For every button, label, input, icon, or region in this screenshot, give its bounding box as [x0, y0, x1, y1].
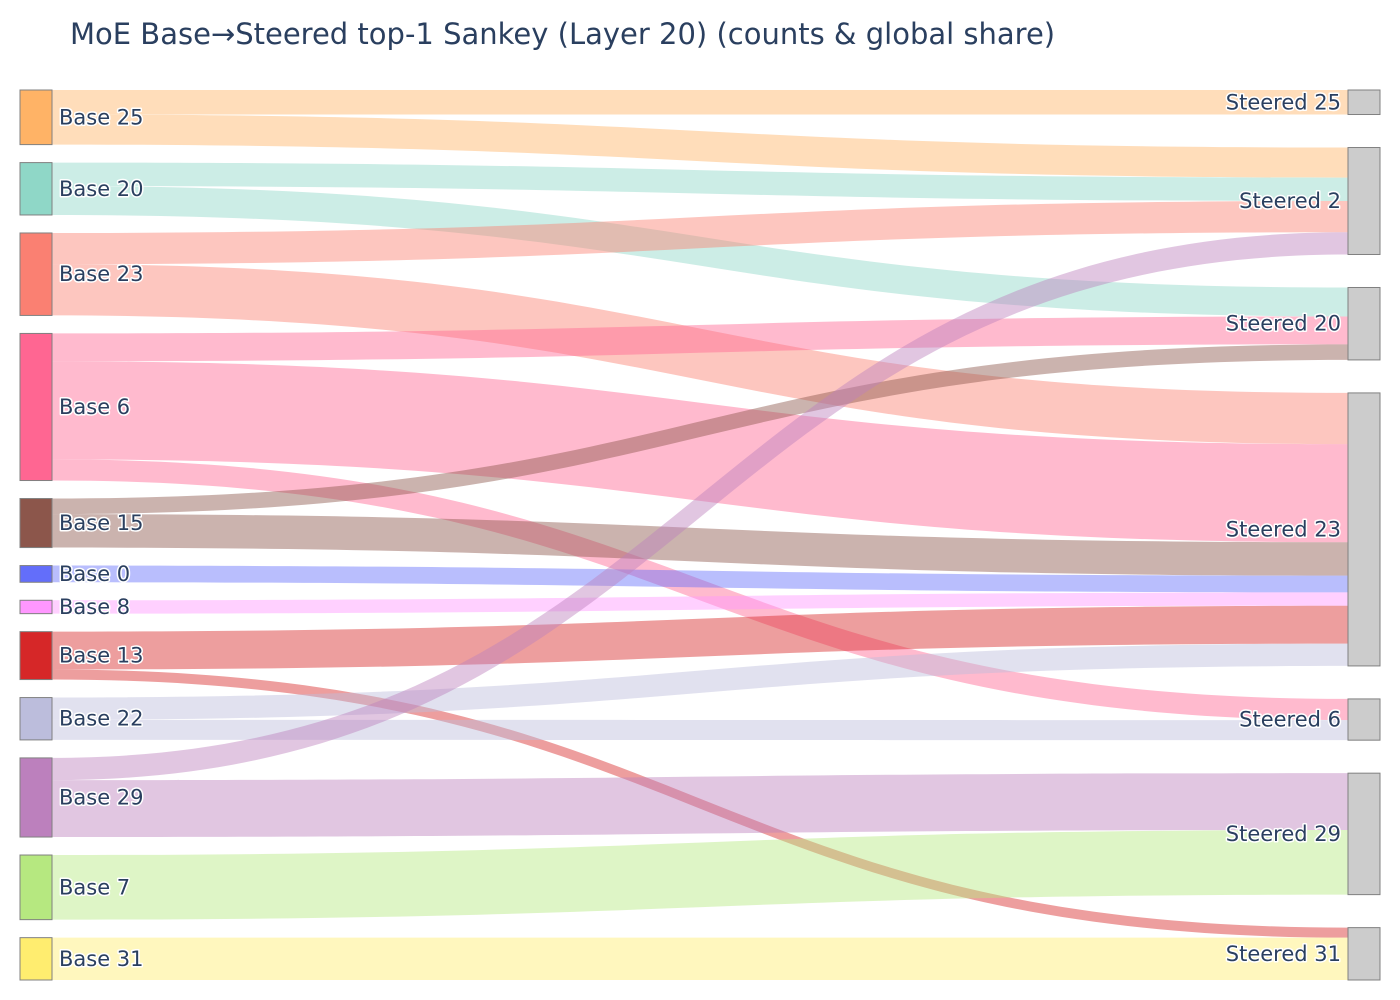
target-node-label: Steered 20 [1226, 312, 1341, 336]
link-b29-to-s2 [52, 232, 1348, 781]
source-node-b0 [19, 565, 53, 583]
target-node-s20 [1347, 286, 1381, 361]
chart-title: MoE Base→Steered top-1 Sankey (Layer 20)… [70, 17, 1055, 51]
link-b6-to-s23 [52, 361, 1348, 543]
source-node-label: Base 31 [59, 947, 144, 971]
link-b13-to-s23 [52, 605, 1348, 670]
source-node-label: Base 23 [59, 262, 144, 286]
source-node-b15 [19, 498, 53, 549]
target-node-label: Steered 6 [1239, 708, 1341, 732]
target-node-s29 [1347, 772, 1381, 896]
link-b23-to-s2 [52, 201, 1348, 265]
link-b13-to-s31 [52, 669, 1348, 938]
sankey-links [52, 90, 1348, 980]
source-node-label: Base 13 [59, 644, 144, 668]
target-node-label: Steered 25 [1226, 90, 1341, 114]
target-node-label: Steered 23 [1226, 517, 1341, 541]
source-node-label: Base 7 [59, 875, 130, 899]
source-node-b7 [19, 854, 53, 921]
source-node-b6 [19, 332, 53, 482]
source-node-b31 [19, 937, 53, 981]
target-node-label: Steered 2 [1239, 189, 1341, 213]
target-node-s23 [1347, 392, 1381, 667]
link-b31-to-s31 [52, 937, 1348, 980]
source-node-b8 [19, 599, 53, 615]
source-node-label: Base 25 [59, 105, 144, 129]
source-node-label: Base 0 [59, 562, 130, 586]
link-b8-to-s23 [52, 592, 1348, 614]
link-b0-to-s23 [52, 565, 1348, 593]
link-b6-to-s20 [52, 316, 1348, 362]
link-b15-to-s23 [52, 514, 1348, 576]
source-node-label: Base 6 [59, 395, 130, 419]
link-b20-to-s20 [52, 186, 1348, 317]
link-b22-to-s23 [52, 643, 1348, 720]
source-node-b22 [19, 697, 53, 741]
target-node-s31 [1347, 927, 1381, 981]
target-node-label: Steered 29 [1226, 822, 1341, 846]
target-node-s2 [1347, 147, 1381, 255]
source-node-b25 [19, 89, 53, 146]
target-node-label: Steered 31 [1226, 942, 1341, 966]
link-b20-to-s2 [52, 162, 1348, 202]
source-node-label: Base 8 [59, 595, 130, 619]
source-node-b13 [19, 631, 53, 681]
sankey-nodes [19, 89, 1381, 981]
target-node-s6 [1347, 698, 1381, 741]
sankey-labels: Base 25 Base 20 Base 23 Base 6 Base 15 Base 0… [58, 89, 1343, 973]
link-b7-to-s29 [52, 829, 1348, 920]
link-b15-to-s20 [52, 344, 1348, 515]
source-node-label: Base 29 [59, 785, 144, 809]
target-node-s25 [1347, 89, 1381, 116]
link-b22-to-s6 [52, 719, 1348, 741]
link-b29-to-s29 [52, 773, 1348, 838]
source-node-b20 [19, 162, 53, 216]
source-node-b29 [19, 757, 53, 838]
link-b23-to-s23 [52, 264, 1348, 445]
link-b6-to-s6 [52, 459, 1348, 721]
source-node-label: Base 20 [59, 177, 144, 201]
source-node-label: Base 22 [59, 707, 144, 731]
source-node-label: Base 15 [59, 511, 144, 535]
link-b25-to-s25 [52, 90, 1348, 115]
source-node-b23 [19, 232, 53, 316]
link-b25-to-s2 [52, 114, 1348, 178]
